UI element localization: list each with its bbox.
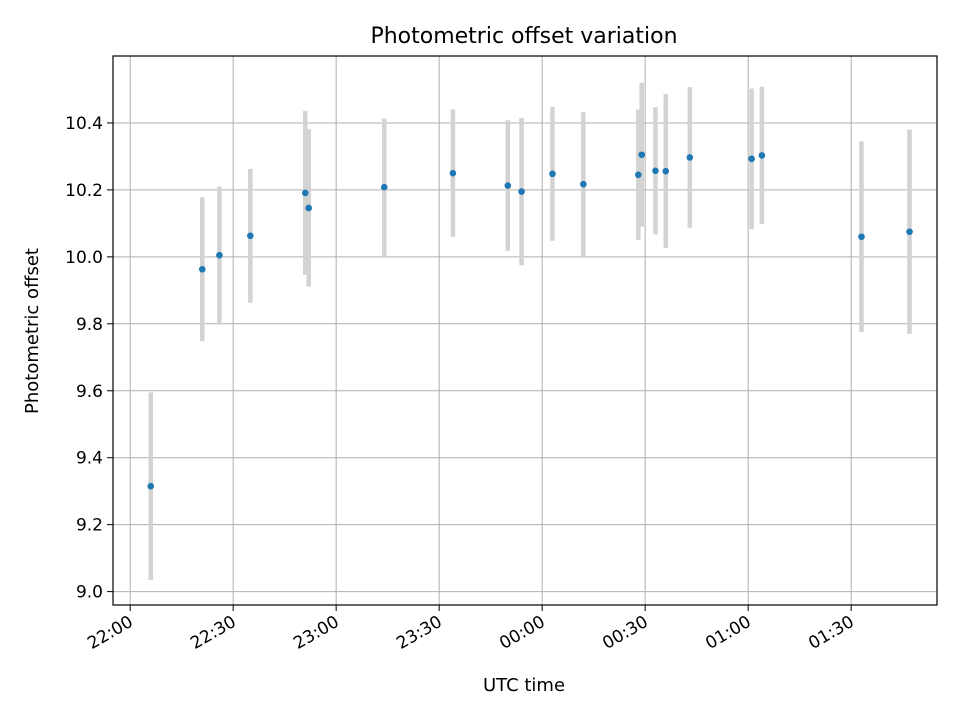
plot-area [113,56,937,605]
y-tick-label: 10.4 [65,114,103,134]
data-point [301,189,309,197]
data-point [216,251,223,259]
grid-lines [113,56,937,605]
data-point [686,154,694,161]
y-tick-label: 9.0 [76,583,103,603]
data-point [380,183,388,191]
data-point [652,167,659,175]
data-point [580,180,587,188]
y-axis-ticks: 9.0 9.2 9.4 9.6 9.8 10.0 10.2 10.4 [65,114,113,603]
data-point [518,188,525,195]
data-point [549,170,556,178]
data-point [305,204,313,212]
y-axis-label: Photometric offset [22,248,43,414]
chart-title: Photometric offset variation [370,24,677,49]
data-point [449,169,457,177]
data-point [662,167,670,175]
data-points [147,151,913,490]
y-tick-label: 10.0 [65,248,103,268]
plot-frame [112,55,938,606]
data-point [638,151,646,159]
y-tick-label: 9.2 [76,516,103,536]
y-tick-label: 10.2 [65,181,103,201]
data-point [906,228,913,236]
data-point [635,171,642,179]
data-point [247,232,254,240]
data-point [748,155,755,163]
data-point [198,265,206,273]
data-point [858,233,865,241]
y-tick-label: 9.8 [76,315,103,335]
y-tick-label: 9.4 [76,449,103,469]
data-point [758,152,766,159]
data-point [147,482,155,490]
x-axis-label: UTC time [483,675,565,696]
y-tick-label: 9.6 [76,382,103,402]
data-point [504,182,512,189]
